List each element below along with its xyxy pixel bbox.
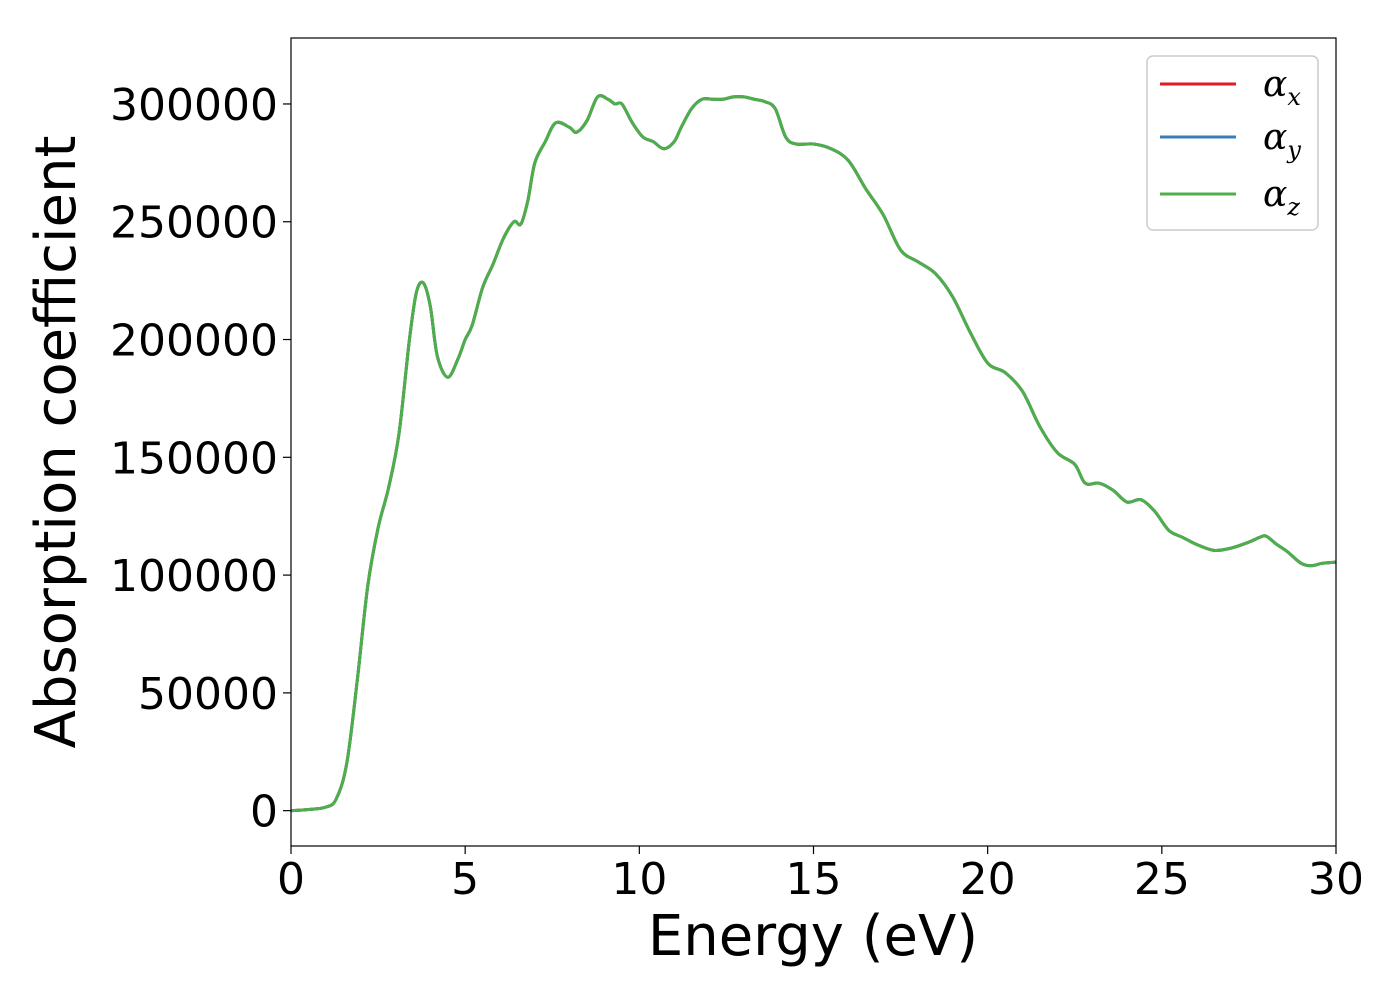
legend-symbol: α	[1263, 117, 1287, 158]
legend-subscript: x	[1287, 83, 1301, 111]
series-layer	[291, 94, 1336, 813]
y-tick-label: 100000	[110, 551, 278, 602]
x-tick-label: 25	[1134, 854, 1190, 905]
x-axis: 0 5 10 15 20 25 30	[277, 846, 1364, 905]
legend-subscript: y	[1286, 136, 1301, 164]
legend-label-alpha-z: αz	[1263, 174, 1300, 221]
legend-label-alpha-x: αx	[1263, 64, 1301, 111]
y-axis: 0 50000 100000 150000 200000 250000 300000	[110, 80, 291, 838]
legend-subscript: z	[1286, 193, 1300, 221]
x-tick-label: 10	[611, 854, 667, 905]
y-tick-label: 300000	[110, 80, 278, 131]
legend-label-alpha-y: αy	[1263, 117, 1301, 164]
series-line-alpha-z	[291, 94, 1336, 813]
x-tick-label: 0	[277, 854, 305, 905]
y-tick-label: 0	[250, 787, 278, 838]
legend-frame	[1146, 55, 1319, 231]
x-axis-label: Energy (eV)	[648, 904, 978, 969]
y-tick-label: 50000	[138, 669, 278, 720]
y-tick-label: 250000	[110, 198, 278, 249]
x-tick-label: 30	[1308, 854, 1364, 905]
legend-symbol: α	[1263, 174, 1287, 215]
y-tick-label: 200000	[110, 316, 278, 367]
legend-symbol: α	[1263, 64, 1287, 105]
x-tick-label: 15	[786, 854, 842, 905]
x-tick-label: 20	[960, 854, 1016, 905]
y-axis-label: Absorption coefficient	[24, 136, 89, 749]
y-tick-label: 150000	[110, 433, 278, 484]
x-tick-label: 5	[451, 854, 479, 905]
